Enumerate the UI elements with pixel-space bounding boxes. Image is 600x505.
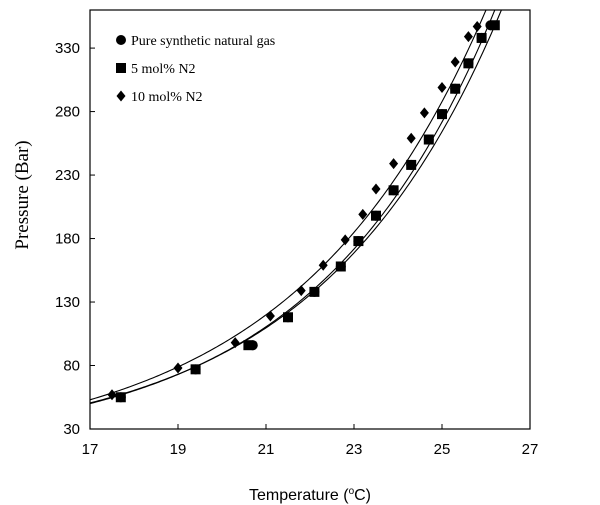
y-tick-label: 80: [63, 358, 80, 375]
point-5mol-n2: [406, 159, 417, 170]
point-5mol-n2: [335, 261, 346, 272]
point-10mol-n2: [437, 81, 447, 93]
legend: Pure synthetic natural gas 5 mol% N2 10 mo…: [116, 34, 275, 105]
point-5mol-n2: [371, 210, 381, 221]
point-5mol-n2: [476, 32, 487, 43]
point-10mol-n2: [107, 389, 117, 401]
point-10mol-n2: [371, 183, 381, 195]
fit-curve-line: [90, 10, 502, 404]
fit-curves: [90, 10, 502, 405]
point-10mol-n2: [296, 285, 306, 297]
x-axis-title: Temperature (oC): [249, 486, 371, 504]
point-5mol-n2: [423, 134, 434, 145]
fit-curve-line: [90, 10, 487, 401]
point-10mol-n2: [340, 234, 350, 246]
point-5mol-n2: [489, 20, 500, 31]
point-10mol-n2: [389, 158, 399, 170]
data-points: [107, 20, 500, 403]
point-10mol-n2: [472, 21, 482, 33]
x-tick-label: 21: [258, 441, 275, 458]
y-tick-label: 280: [55, 104, 80, 121]
point-5mol-n2: [388, 185, 399, 196]
point-5mol-n2: [190, 364, 201, 375]
point-5mol-n2: [309, 286, 320, 297]
axes: 17 19 21 23 25 27 30 80 130 180 230 280 330: [55, 40, 538, 458]
point-10mol-n2: [230, 337, 240, 349]
y-tick-label: 230: [55, 167, 80, 184]
x-tick-label: 19: [170, 441, 187, 458]
point-5mol-n2: [353, 236, 364, 247]
x-tick-label: 17: [82, 441, 99, 458]
legend-item-10mol-n2: 10 mol% N2: [116, 90, 203, 105]
point-5mol-n2: [115, 392, 126, 403]
point-5mol-n2: [283, 312, 293, 323]
point-10mol-n2: [463, 31, 473, 43]
y-tick-label: 330: [55, 40, 80, 57]
legend-circle-icon: [116, 35, 126, 45]
point-10mol-n2: [406, 132, 416, 144]
point-10mol-n2: [419, 107, 429, 119]
plot-area-frame: [89, 9, 531, 430]
point-10mol-n2: [450, 56, 460, 68]
legend-label: 10 mol% N2: [131, 90, 203, 105]
y-tick-label: 180: [55, 231, 80, 248]
legend-square-icon: [116, 63, 126, 73]
y-tick-label: 130: [55, 294, 80, 311]
y-axis-title: Pressure (Bar): [12, 140, 33, 249]
point-10mol-n2: [173, 362, 183, 374]
point-5mol-n2: [450, 83, 461, 94]
legend-label: 5 mol% N2: [131, 62, 196, 77]
y-tick-label: 30: [63, 421, 80, 438]
point-5mol-n2: [437, 109, 447, 120]
legend-item-pure-gas: Pure synthetic natural gas: [116, 34, 275, 49]
x-tick-label: 25: [434, 441, 451, 458]
x-tick-label: 23: [346, 441, 363, 458]
legend-label: Pure synthetic natural gas: [131, 34, 275, 49]
legend-item-5mol-n2: 5 mol% N2: [116, 62, 196, 77]
point-10mol-n2: [265, 310, 275, 322]
x-tick-label: 27: [522, 441, 539, 458]
point-5mol-n2: [243, 340, 254, 351]
point-10mol-n2: [318, 259, 328, 271]
legend-diamond-icon: [116, 90, 126, 102]
point-10mol-n2: [358, 208, 368, 220]
point-5mol-n2: [463, 58, 474, 69]
